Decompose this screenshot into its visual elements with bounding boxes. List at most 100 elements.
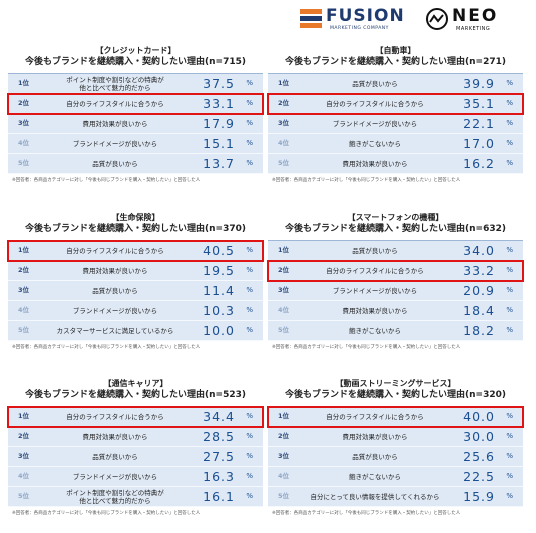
reason-label: カスタマーサービスに満足しているから xyxy=(56,326,174,335)
percentage-value: 18.4 xyxy=(463,303,495,318)
percentage-value: 16.1 xyxy=(203,489,235,504)
panel-category-title: 【生命保険】 xyxy=(111,213,160,222)
percentage-value: 15.9 xyxy=(463,489,495,504)
respondent-note: ※回答者：各商品カテゴリーに対し「今後も同じブランドを購入・契約したい」と回答し… xyxy=(12,178,201,183)
percent-unit: % xyxy=(506,266,513,274)
percentage-value: 16.3 xyxy=(203,469,235,484)
ranking-table: 1位 品質が良いから 39.9% 2位 自分のライフスタイルに合うから 35.1% 3位 ブラ… xyxy=(267,73,524,174)
panel-subtitle: 今後もブランドを継続購入・契約したい理由(n=370) xyxy=(25,224,246,234)
percentage-value: 17.9 xyxy=(203,116,235,131)
ranking-row: 3位 費用対効果が良いから 17.9% xyxy=(8,114,263,134)
respondent-note: ※回答者：各商品カテゴリーに対し「今後も同じブランドを購入・契約したい」と回答し… xyxy=(272,345,461,350)
percent-unit: % xyxy=(506,286,513,294)
reason-label: ブランドイメージが良いから xyxy=(72,306,158,315)
respondent-note: ※回答者：各商品カテゴリーに対し「今後も同じブランドを購入・契約したい」と回答し… xyxy=(272,178,461,183)
fusion-logo-subtitle: MARKETING COMPANY xyxy=(330,26,389,31)
panel-smartphone: 【スマートフォンの機種】 今後もブランドを継続購入・契約したい理由(n=632) 1… xyxy=(267,212,524,350)
rank-label: 2位 xyxy=(278,266,290,274)
ranking-row: 5位 飽きがこないから 18.2% xyxy=(268,321,523,341)
ranking-table: 1位 ポイント制度や割引などの特典が 他と比べて魅力的だから 37.5% 2位 自分のラ… xyxy=(7,73,264,174)
percentage-value: 19.5 xyxy=(203,263,235,278)
percent-unit: % xyxy=(506,246,513,254)
respondent-note: ※回答者：各商品カテゴリーに対し「今後も同じブランドを購入・契約したい」と回答し… xyxy=(12,345,201,350)
percent-unit: % xyxy=(246,266,253,274)
percent-unit: % xyxy=(506,139,513,147)
ranking-row: 3位 ブランドイメージが良いから 20.9% xyxy=(268,281,523,301)
percent-unit: % xyxy=(246,246,253,254)
rank-label: 3位 xyxy=(278,119,290,127)
fusion-logo: FUSION xyxy=(326,6,405,26)
panel-mobile-carrier: 【通信キャリア】 今後もブランドを継続購入・契約したい理由(n=523) 1位 自分の… xyxy=(7,378,264,516)
percentage-value: 37.5 xyxy=(203,76,235,91)
reason-label: 費用対効果が良いから xyxy=(82,266,148,275)
reason-label: 品質が良いから xyxy=(92,159,138,168)
ranking-row: 4位 ブランドイメージが良いから 10.3% xyxy=(8,301,263,321)
highlighted-ranking-row: 2位 自分のライフスタイルに合うから 35.1% xyxy=(267,93,524,115)
rank-label: 5位 xyxy=(18,326,30,334)
percent-unit: % xyxy=(506,492,513,500)
reason-label: 費用対効果が良いから xyxy=(82,432,148,441)
ranking-table: 1位 自分のライフスタイルに合うから 34.4% 2位 費用対効果が良いから 28.5% 3… xyxy=(7,406,264,507)
reason-label: 品質が良いから xyxy=(92,286,138,295)
neo-logo-subtitle: MARKETING xyxy=(456,26,491,32)
reason-label: 自分のライフスタイルに合うから xyxy=(326,99,424,108)
highlighted-ranking-row: 1位 自分のライフスタイルに合うから 40.5% xyxy=(7,240,264,262)
percentage-value: 10.3 xyxy=(203,303,235,318)
ranking-row: 1位 ポイント制度や割引などの特典が 他と比べて魅力的だから 37.5% xyxy=(8,74,263,94)
percentage-value: 33.1 xyxy=(203,96,235,111)
reason-label: 品質が良いから xyxy=(92,452,138,461)
ranking-row: 2位 費用対効果が良いから 28.5% xyxy=(8,427,263,447)
rank-label: 3位 xyxy=(278,286,290,294)
highlighted-ranking-row: 1位 自分のライフスタイルに合うから 34.4% xyxy=(7,406,264,428)
rank-label: 2位 xyxy=(278,99,290,107)
rank-label: 3位 xyxy=(18,452,30,460)
reason-label: 自分のライフスタイルに合うから xyxy=(326,412,424,421)
panel-category-title: 【スマートフォンの機種】 xyxy=(347,213,444,222)
percentage-value: 28.5 xyxy=(203,429,235,444)
panel-life-insurance: 【生命保険】今後もブランドを継続購入・契約したい理由(n=370) 1位 自分のライ… xyxy=(7,212,264,350)
rank-label: 5位 xyxy=(18,159,30,167)
percent-unit: % xyxy=(506,159,513,167)
ranking-row: 4位 飽きがこないから 22.5% xyxy=(268,467,523,487)
rank-label: 1位 xyxy=(278,246,290,254)
rank-label: 4位 xyxy=(18,139,30,147)
rank-label: 5位 xyxy=(278,492,290,500)
ranking-row: 3位 品質が良いから 25.6% xyxy=(268,447,523,467)
rank-label: 2位 xyxy=(18,432,30,440)
rank-label: 5位 xyxy=(18,492,30,500)
reason-label: 品質が良いから xyxy=(352,79,398,88)
ranking-table: 1位 自分のライフスタイルに合うから 40.5% 2位 費用対効果が良いから 19.5% 3… xyxy=(7,240,264,341)
ranking-row: 5位 品質が良いから 13.7% xyxy=(8,154,263,174)
highlighted-ranking-row: 1位 自分のライフスタイルに合うから 40.0% xyxy=(267,406,524,428)
rank-label: 3位 xyxy=(18,286,30,294)
percentage-value: 39.9 xyxy=(463,76,495,91)
rank-label: 1位 xyxy=(18,412,30,420)
neo-logo: NEO xyxy=(452,6,499,26)
percent-unit: % xyxy=(506,452,513,460)
rank-label: 1位 xyxy=(18,246,30,254)
percentage-value: 27.5 xyxy=(203,449,235,464)
rank-label: 4位 xyxy=(18,472,30,480)
percent-unit: % xyxy=(246,326,253,334)
ranking-row: 5位 自分にとって良い情報を提供してくれるから 15.9% xyxy=(268,487,523,507)
ranking-table: 1位 品質が良いから 34.0% 2位 自分のライフスタイルに合うから 33.2% 3位 ブラ… xyxy=(267,240,524,341)
ranking-row: 4位 費用対効果が良いから 18.4% xyxy=(268,301,523,321)
ranking-row: 5位 ポイント制度や割引などの特典が 他と比べて魅力的だから 16.1% xyxy=(8,487,263,507)
panel-category-title: 【通信キャリア】 xyxy=(103,379,168,388)
header-logos: FUSION MARKETING COMPANY NEO MARKETING xyxy=(300,6,530,36)
percent-unit: % xyxy=(246,306,253,314)
rank-label: 1位 xyxy=(278,79,290,87)
reason-label: 自分のライフスタイルに合うから xyxy=(66,246,164,255)
percent-unit: % xyxy=(246,452,253,460)
percent-unit: % xyxy=(246,119,253,127)
highlighted-ranking-row: 2位 自分のライフスタイルに合うから 33.2% xyxy=(267,260,524,282)
rank-label: 3位 xyxy=(18,119,30,127)
rank-label: 3位 xyxy=(278,452,290,460)
ranking-row: 1位 品質が良いから 39.9% xyxy=(268,74,523,94)
percentage-value: 11.4 xyxy=(203,283,235,298)
reason-label: 費用対効果が良いから xyxy=(82,119,148,128)
rank-label: 2位 xyxy=(278,432,290,440)
reason-label: ブランドイメージが良いから xyxy=(332,286,418,295)
reason-label: ポイント制度や割引などの特典が 他と比べて魅力的だから xyxy=(66,488,164,505)
rank-label: 4位 xyxy=(278,472,290,480)
